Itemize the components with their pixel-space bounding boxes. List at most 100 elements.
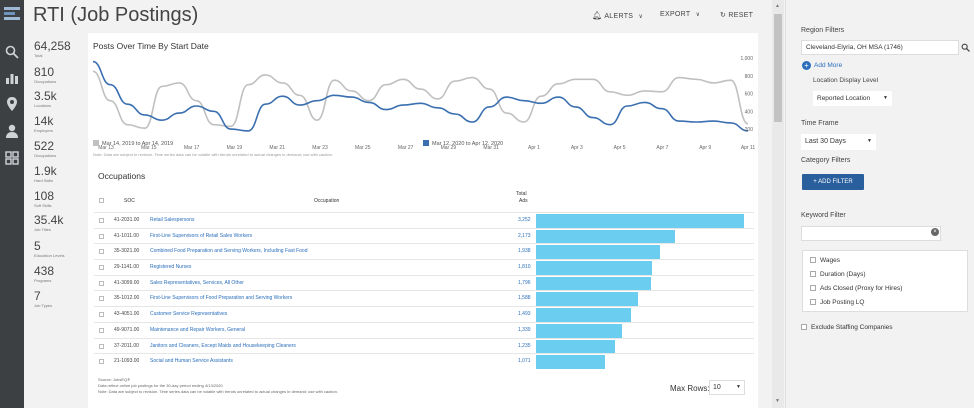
checkbox-duration[interactable]: Duration (Days) [810, 271, 866, 278]
select-all-checkbox[interactable] [99, 198, 104, 203]
total-ads-link[interactable]: 2,173 [518, 232, 531, 239]
table-row[interactable]: 35-1012.00 First-Line Supervisors of Food… [94, 290, 754, 307]
total-ads-header-line1[interactable]: Total [516, 191, 527, 197]
table-row[interactable]: 43-4051.00 Customer Service Representativ… [94, 306, 754, 323]
checkbox-icon [801, 324, 807, 330]
logo-icon[interactable] [3, 5, 21, 22]
stat-item[interactable]: 810 Occupations [34, 66, 56, 85]
chevron-down-icon: ∨ [638, 14, 644, 20]
stat-label: Total [34, 53, 43, 58]
stat-item[interactable]: 1.9k Hard Skills [34, 165, 57, 184]
location-icon[interactable] [4, 96, 20, 112]
alerts-label: ALERTS [604, 13, 634, 20]
row-checkbox[interactable] [99, 343, 104, 349]
row-checkbox[interactable] [99, 218, 104, 223]
stat-item[interactable]: 64,258 Total [34, 40, 71, 59]
soc-code: 35-1012.00 [114, 295, 140, 302]
reset-button[interactable]: ↻ RESET [720, 11, 753, 19]
checkbox-wages[interactable]: Wages [810, 257, 840, 264]
time-frame-label: Time Frame [801, 120, 839, 127]
row-checkbox[interactable] [99, 327, 104, 333]
occupation-link[interactable]: Social and Human Service Assistants [150, 358, 233, 365]
occupation-link[interactable]: Registered Nurses [150, 264, 192, 271]
total-ads-link[interactable]: 1,493 [518, 311, 531, 318]
region-filter-input[interactable]: Cleveland-Elyria, OH MSA (1746) [801, 40, 959, 55]
table-row[interactable]: 37-2011.00 Janitors and Cleaners, Except … [94, 337, 754, 354]
export-button[interactable]: EXPORT ∨ [660, 11, 700, 18]
keyword-filter-input[interactable] [801, 226, 941, 241]
total-ads-link[interactable]: 1,938 [518, 248, 531, 255]
stat-value: 438 [34, 264, 55, 278]
total-ads-link[interactable]: 1,235 [518, 342, 531, 349]
stat-item[interactable]: 14k Employers [34, 115, 53, 134]
soc-header[interactable]: SOC [124, 198, 135, 204]
table-row[interactable]: 49-9071.00 Maintenance and Repair Workers… [94, 321, 754, 338]
scrollbar-thumb[interactable] [774, 14, 782, 122]
table-row[interactable]: 41-2031.00 Retail Salespersons 3,252 [94, 212, 754, 228]
row-checkbox[interactable] [99, 280, 104, 286]
time-frame-select[interactable]: Last 30 Days ▼ [801, 134, 876, 150]
main-panel: Posts Over Time By Start Date Mar 13 Mar … [88, 33, 758, 408]
alerts-button[interactable]: 🔔︎ ALERTS ∨ [592, 11, 643, 20]
row-checkbox[interactable] [99, 312, 104, 318]
occupation-link[interactable]: Maintenance and Repair Workers, General [150, 326, 245, 333]
stat-item[interactable]: 3.5k Locations [34, 90, 57, 109]
clear-icon[interactable]: × [931, 228, 939, 236]
row-checkbox[interactable] [99, 233, 104, 239]
occupation-link[interactable]: Customer Service Representatives [150, 311, 228, 318]
total-ads-link[interactable]: 1,796 [518, 279, 531, 286]
add-filter-button[interactable]: + ADD FILTER [802, 174, 864, 190]
legend-prev-year[interactable]: Mar 14, 2019 to Apr 14, 2019 [93, 140, 173, 147]
occupation-link[interactable]: First-Line Supervisors of Retail Sales W… [150, 232, 253, 239]
stat-item[interactable]: 5 Education Levels [34, 240, 64, 259]
table-row[interactable]: 41-3099.00 Sales Representatives, Service… [94, 274, 754, 291]
table-row[interactable]: 35-3021.00 Combined Food Preparation and … [94, 243, 754, 260]
occupation-link[interactable]: First-Line Supervisors of Food Preparati… [150, 295, 293, 302]
page-scrollbar[interactable]: ▲ ▼ [772, 0, 784, 408]
total-ads-link[interactable]: 1,588 [518, 295, 531, 302]
grid-icon[interactable] [4, 150, 20, 166]
table-row[interactable]: 21-1093.00 Social and Human Service Assis… [94, 353, 754, 370]
row-checkbox[interactable] [99, 265, 104, 271]
max-rows-select[interactable]: 10 ▼ [709, 380, 745, 395]
legend-current-year[interactable]: Mar 12, 2020 to Apr 12, 2020 [423, 140, 503, 147]
table-row[interactable]: 41-1011.00 First-Line Supervisors of Reta… [94, 227, 754, 244]
keyword-filter-label: Keyword Filter [801, 212, 846, 219]
total-ads-header-line2[interactable]: Ads [519, 198, 528, 204]
stat-item[interactable]: 438 Programs [34, 265, 54, 284]
stat-item[interactable]: 522 Occupations [34, 140, 56, 159]
row-checkbox[interactable] [99, 296, 104, 302]
person-icon[interactable] [4, 123, 20, 139]
bar-chart-icon[interactable] [4, 70, 20, 86]
location-display-level-select[interactable]: Reported Location ▼ [813, 91, 892, 106]
occupation-header[interactable]: Occupation [314, 198, 340, 204]
scroll-up-icon[interactable]: ▲ [775, 3, 780, 9]
add-more-region-link[interactable]: + Add More [802, 61, 842, 70]
occupation-link[interactable]: Janitors and Cleaners, Except Maids and … [150, 342, 296, 349]
search-icon[interactable] [4, 44, 20, 60]
occupation-link[interactable]: Retail Salespersons [150, 217, 195, 223]
stat-item[interactable]: 7 Job Types [34, 290, 52, 309]
total-ads-link[interactable]: 3,252 [518, 217, 531, 223]
stat-item[interactable]: 35.4k Job Titles [34, 214, 63, 233]
row-checkbox[interactable] [99, 359, 104, 365]
x-tick-label: Apr 3 [571, 145, 583, 151]
scroll-down-icon[interactable]: ▼ [775, 398, 780, 404]
plus-icon: + [813, 179, 819, 185]
checkbox-ads-closed[interactable]: Ads Closed (Proxy for Hires) [810, 285, 902, 292]
row-checkbox[interactable] [99, 249, 104, 255]
stat-item[interactable]: 108 Soft Skills [34, 190, 54, 209]
total-ads-link[interactable]: 1,810 [518, 264, 531, 271]
legend-swatch [423, 140, 429, 146]
exclude-staffing-checkbox[interactable]: Exclude Staffing Companies [801, 324, 893, 331]
source-line: Source: JobsEQ® [98, 377, 131, 382]
occupation-link[interactable]: Sales Representatives, Services, All Oth… [150, 279, 244, 286]
total-ads-link[interactable]: 1,339 [518, 326, 531, 333]
stat-value: 5 [34, 239, 41, 253]
total-ads-link[interactable]: 1,071 [518, 358, 531, 365]
search-icon[interactable] [961, 43, 970, 52]
table-row[interactable]: 29-1141.00 Registered Nurses 1,810 [94, 259, 754, 276]
caret-down-icon: ▼ [867, 138, 872, 144]
checkbox-job-posting-lq[interactable]: Job Posting LQ [810, 299, 864, 306]
occupation-link[interactable]: Combined Food Preparation and Serving Wo… [150, 248, 308, 255]
